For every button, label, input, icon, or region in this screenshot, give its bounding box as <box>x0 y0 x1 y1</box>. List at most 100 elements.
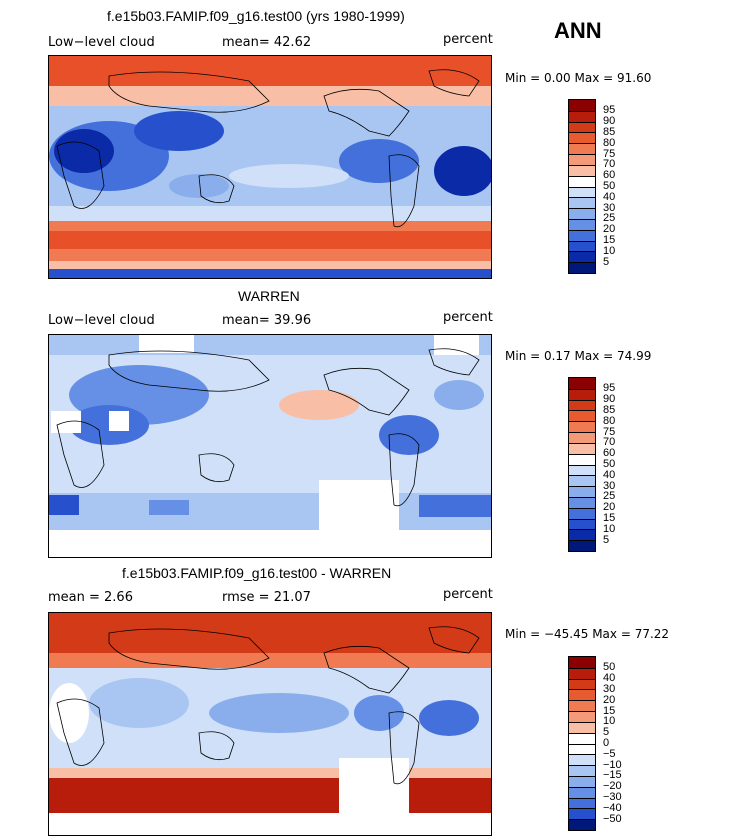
colorbar-swatch <box>569 186 595 198</box>
panel-obs-colorbar: 95 90 85 80 75 70 60 50 40 30 25 20 15 10 5 <box>568 377 615 552</box>
colorbar-tick-label: −30 <box>603 791 622 804</box>
panel-diff-colorbar: 50 40 30 20 15 10 5 0 −5 −10 −15 −20 −30 −40 −50 <box>568 656 622 831</box>
colorbar-tick-label: 80 <box>603 414 616 427</box>
panel-obs-units: percent <box>443 310 493 325</box>
colorbar-tick-label: 50 <box>603 458 616 470</box>
colorbar-tick-label: 15 <box>603 704 616 717</box>
colorbar-tick-label: 75 <box>603 425 616 438</box>
colorbar-swatch <box>569 388 595 400</box>
colorbar-tick-label: 5 <box>603 255 610 268</box>
colorbar-tick-label: −5 <box>603 747 616 760</box>
colorbar-tick-label: 30 <box>603 479 616 492</box>
colorbar-tick-label: 70 <box>603 158 616 171</box>
colorbar-swatch <box>569 765 595 776</box>
colorbar-tick-label: 85 <box>603 125 616 138</box>
colorbar-swatch <box>569 110 595 122</box>
colorbar-tick-label: −20 <box>603 780 622 793</box>
panel-model-mean: mean= 42.62 <box>222 35 312 50</box>
colorbar-swatch <box>569 786 595 798</box>
colorbar-tick-label: 40 <box>603 672 616 685</box>
colorbar-tick-label: 95 <box>603 382 616 395</box>
colorbar-swatch <box>569 507 595 519</box>
colorbar-swatch <box>569 410 595 422</box>
colorbar-swatch <box>569 175 595 187</box>
colorbar-tick-label: 15 <box>603 234 616 247</box>
colorbar-swatch <box>569 453 595 465</box>
colorbar-swatch <box>569 496 595 508</box>
colorbar-swatch <box>569 808 595 820</box>
colorbar-swatch <box>569 518 595 530</box>
panel-obs-title: WARREN <box>238 288 300 304</box>
panel-obs-map <box>48 334 492 558</box>
colorbar-tick-label: 40 <box>603 190 616 203</box>
panel-model-title: f.e15b03.FAMIP.f09_g16.test00 (yrs 1980-… <box>107 8 405 24</box>
colorbar-tick-label: 10 <box>603 715 616 728</box>
colorbar-tick-label: 5 <box>603 533 610 546</box>
panel-diff-units: percent <box>443 587 493 602</box>
colorbar-swatch <box>569 432 595 443</box>
colorbar-swatch <box>569 689 595 701</box>
colorbar-swatch <box>569 700 595 712</box>
colorbar-swatch <box>569 657 595 668</box>
panel-diff-minmax: Min = −45.45 Max = 77.22 <box>505 627 670 641</box>
colorbar-tick-label: 50 <box>603 661 616 674</box>
colorbar-tick-label: 20 <box>603 223 616 236</box>
colorbar-tick-label: 95 <box>603 104 616 117</box>
colorbar-tick-label: 75 <box>603 147 616 160</box>
colorbar-swatch <box>569 399 595 411</box>
colorbar-swatch <box>569 164 595 176</box>
colorbar-swatch <box>569 540 595 551</box>
panel-model-map <box>48 55 492 279</box>
colorbar-swatch <box>569 775 595 787</box>
colorbar-tick-label: 20 <box>603 501 616 514</box>
colorbar-tick-label: 50 <box>603 180 616 192</box>
panel-diff-title: f.e15b03.FAMIP.f09_g16.test00 - WARREN <box>122 565 392 581</box>
panel-obs-field-label: Low−level cloud <box>48 313 155 328</box>
colorbar-tick-label: −10 <box>603 758 622 771</box>
colorbar-tick-label: 20 <box>603 693 616 706</box>
colorbar-swatch <box>569 442 595 454</box>
colorbar-swatch <box>569 240 595 252</box>
colorbar-swatch <box>569 667 595 679</box>
panel-obs-mean: mean= 39.96 <box>222 313 312 328</box>
colorbar-swatch <box>569 754 595 766</box>
colorbar-swatch <box>569 486 595 497</box>
colorbar-tick-label: 10 <box>603 244 616 257</box>
colorbar-swatch <box>569 262 595 273</box>
colorbar-swatch <box>569 154 595 165</box>
colorbar-swatch <box>569 819 595 830</box>
colorbar-swatch <box>569 711 595 722</box>
colorbar-swatch <box>569 378 595 389</box>
panel-model-units: percent <box>443 32 493 47</box>
panel-model-colorbar: 95 90 85 80 75 70 60 50 40 30 25 20 15 10 5 <box>568 99 615 274</box>
panel-diff-mean: mean = 2.66 <box>48 590 133 605</box>
panel-model-minmax: Min = 0.00 Max = 91.60 <box>505 71 652 85</box>
colorbar-tick-label: 30 <box>603 201 616 214</box>
colorbar-tick-label: 80 <box>603 136 616 149</box>
colorbar-swatch <box>569 797 595 809</box>
colorbar-swatch <box>569 743 595 755</box>
colorbar-swatch <box>569 721 595 733</box>
colorbar-swatch <box>569 218 595 230</box>
colorbar-tick-label: 40 <box>603 468 616 481</box>
colorbar-tick-label: 15 <box>603 512 616 525</box>
colorbar-swatch <box>569 208 595 219</box>
colorbar-tick-label: 85 <box>603 403 616 416</box>
season-label: ANN <box>554 18 602 43</box>
colorbar-tick-label: −50 <box>603 812 622 825</box>
colorbar-tick-label: 70 <box>603 436 616 449</box>
colorbar-tick-label: 30 <box>603 682 616 695</box>
colorbar-swatch <box>569 229 595 241</box>
colorbar-tick-label: 0 <box>603 737 610 749</box>
colorbar-tick-label: −40 <box>603 801 622 814</box>
colorbar-tick-label: 25 <box>603 212 616 225</box>
colorbar-swatch <box>569 132 595 144</box>
colorbar-tick-label: 25 <box>603 490 616 503</box>
colorbar-swatch <box>569 421 595 433</box>
colorbar-tick-label: 90 <box>603 115 616 128</box>
panel-diff-rmse: rmse = 21.07 <box>222 590 311 605</box>
colorbar-tick-label: −15 <box>603 769 622 782</box>
colorbar-tick-label: 60 <box>603 169 616 182</box>
panel-obs-minmax: Min = 0.17 Max = 74.99 <box>505 349 652 363</box>
colorbar-swatch <box>569 121 595 133</box>
